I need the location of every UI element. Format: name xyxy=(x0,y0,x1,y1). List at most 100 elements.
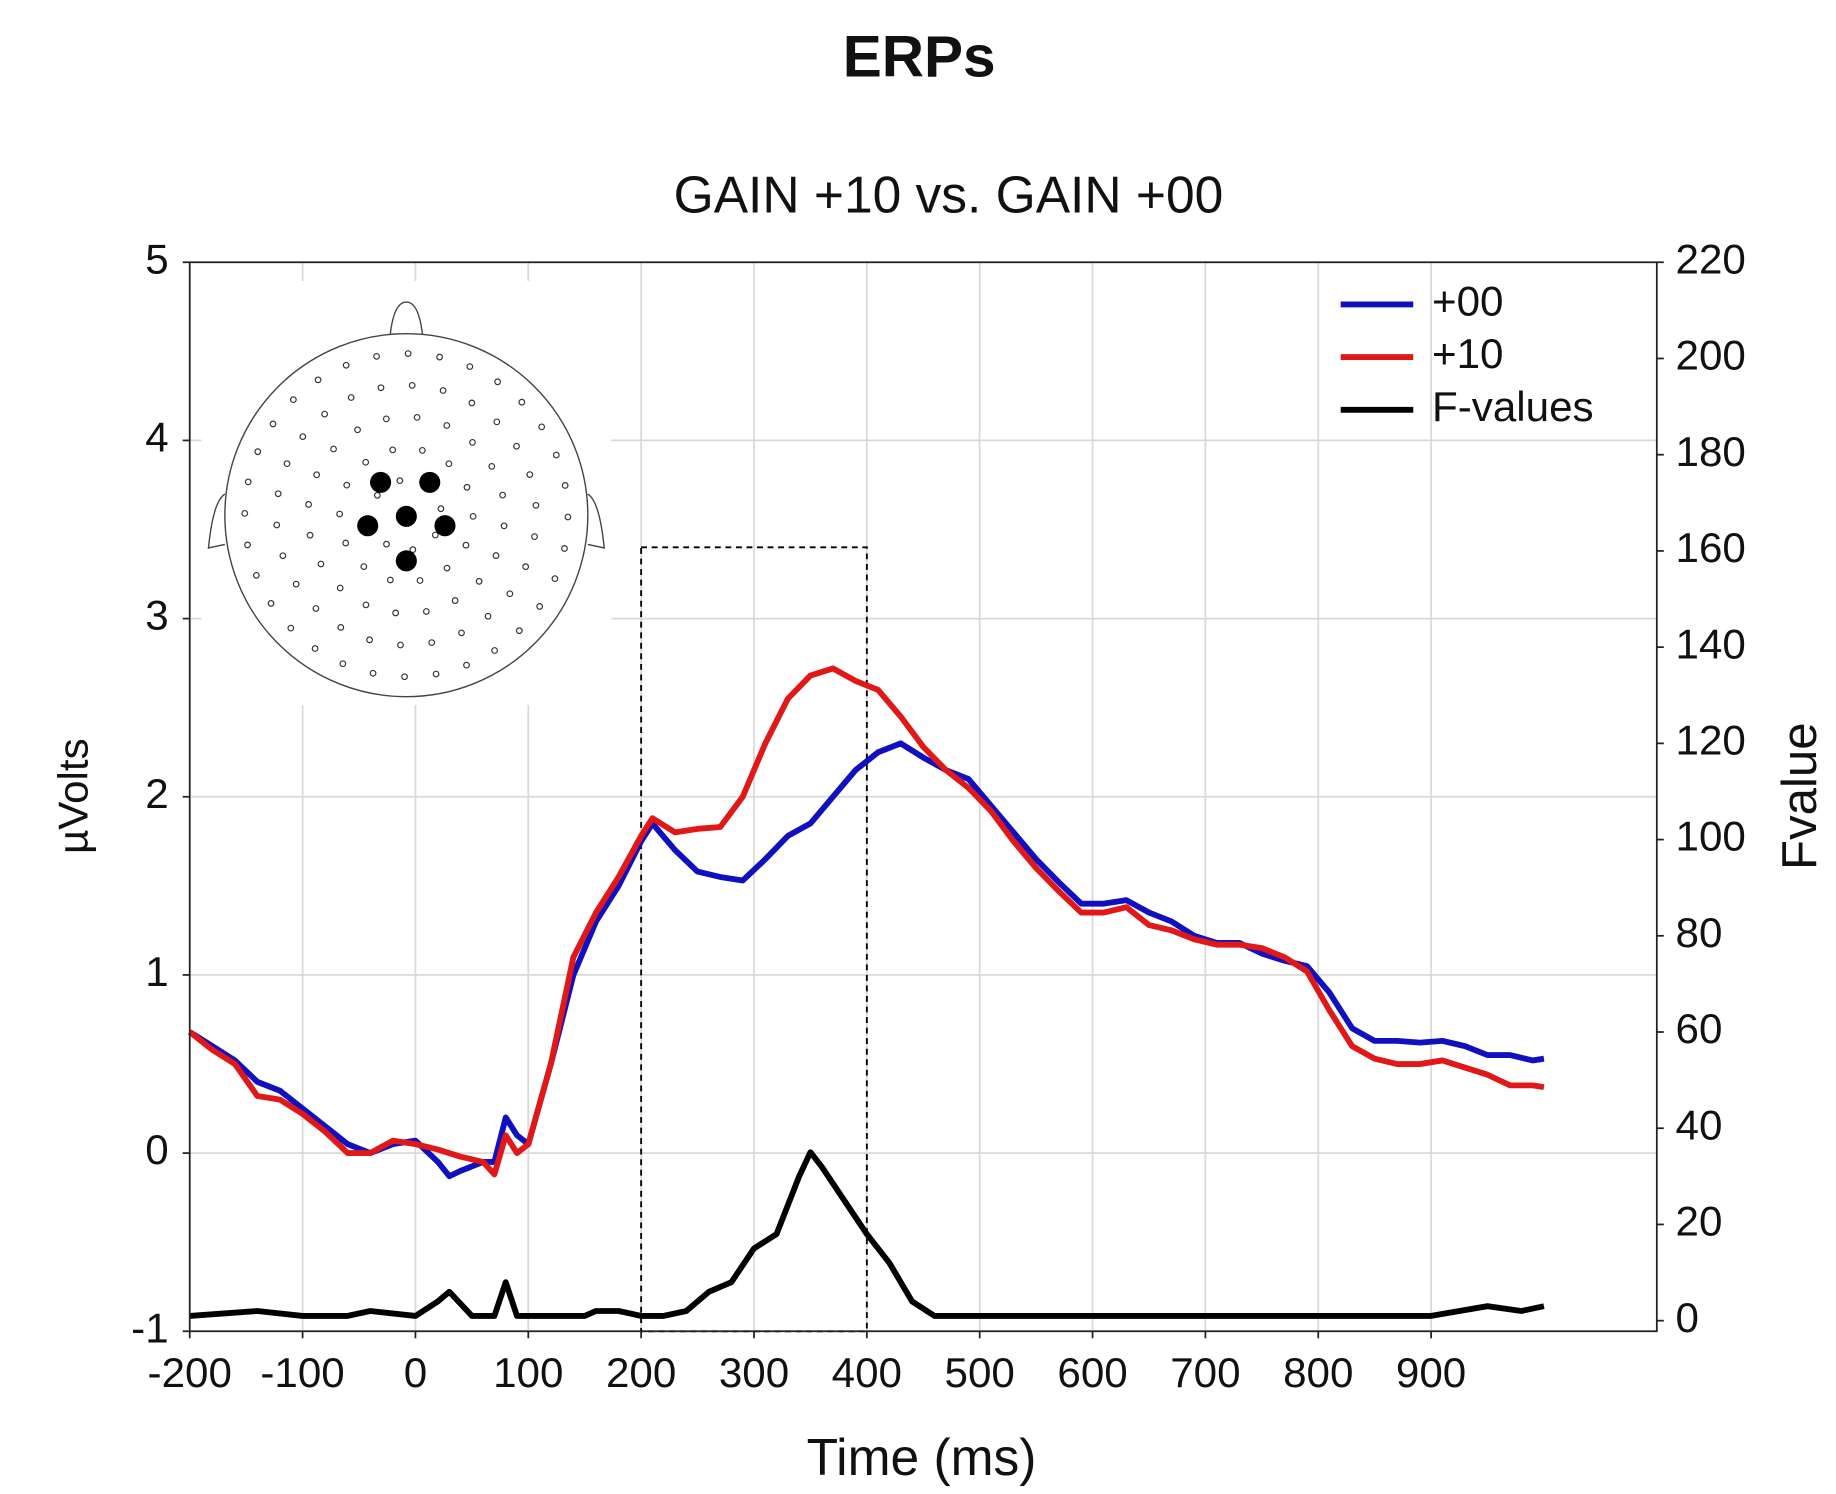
y-tick-label: 4 xyxy=(145,414,168,461)
electrode xyxy=(306,531,314,539)
electrode xyxy=(283,460,291,468)
y-tick-label: 2 xyxy=(145,770,168,817)
electrode xyxy=(475,577,483,585)
electrode xyxy=(518,398,526,406)
electrode xyxy=(522,563,530,571)
electrode xyxy=(342,539,350,547)
electrode xyxy=(494,378,501,386)
electrode xyxy=(431,531,439,539)
y2-axis-label: Fvalue xyxy=(1772,722,1827,870)
electrode xyxy=(463,661,470,669)
electrode xyxy=(500,522,508,530)
electrode xyxy=(409,546,417,554)
electrode xyxy=(469,438,476,446)
electrode xyxy=(499,491,507,499)
y2-tick-label: 100 xyxy=(1676,813,1746,860)
electrode xyxy=(392,609,400,617)
x-tick-label: 0 xyxy=(404,1349,427,1396)
electrode xyxy=(383,540,390,548)
electrode xyxy=(443,422,451,429)
electrode xyxy=(493,418,501,426)
y2-tick-label: 20 xyxy=(1676,1198,1723,1245)
electrode xyxy=(254,448,262,456)
plot-frame xyxy=(188,261,1658,1333)
y2-tick-label: 160 xyxy=(1676,524,1746,571)
x-tick-label: 700 xyxy=(1170,1349,1240,1396)
electrode xyxy=(532,501,540,509)
electrodes xyxy=(241,350,572,681)
electrode xyxy=(330,445,337,453)
electrode xyxy=(488,462,496,470)
electrode xyxy=(469,512,477,520)
y2-tick-label: 40 xyxy=(1676,1101,1723,1148)
electrode xyxy=(279,552,287,560)
y2-tick-label: 0 xyxy=(1676,1294,1699,1341)
electrode xyxy=(292,580,300,588)
x-tick-label: 500 xyxy=(945,1349,1015,1396)
electrode xyxy=(491,647,499,654)
electrode xyxy=(526,471,534,479)
x-tick-label: -100 xyxy=(260,1349,344,1396)
electrode xyxy=(241,509,249,517)
x-tick-label: 600 xyxy=(1057,1349,1127,1396)
x-tick-label: 200 xyxy=(606,1349,676,1396)
plot: -200 -100 0 100 200 300 400 500 600 700 800 900-101… xyxy=(131,235,1746,1395)
electrode xyxy=(552,451,560,459)
nose xyxy=(389,301,424,338)
electrode xyxy=(536,603,544,610)
electrode xyxy=(463,483,471,491)
electrode xyxy=(289,396,297,404)
electrode xyxy=(244,478,252,486)
electrode xyxy=(439,387,447,394)
electrode xyxy=(418,446,426,454)
y2-tick-label: 120 xyxy=(1676,717,1746,764)
electrode xyxy=(339,660,347,668)
electrode xyxy=(397,641,404,649)
electrode xyxy=(432,670,440,678)
electrode xyxy=(462,541,470,549)
x-tick-label: 300 xyxy=(719,1349,789,1396)
head-inset xyxy=(201,281,612,705)
electrode xyxy=(437,505,445,513)
y2-tick-label: 200 xyxy=(1676,332,1746,379)
electrode xyxy=(373,352,380,360)
x-tick-label: 100 xyxy=(493,1349,563,1396)
electrode xyxy=(377,384,385,392)
electrode xyxy=(362,601,370,609)
x-tick-label: 800 xyxy=(1283,1349,1353,1396)
selected-electrode xyxy=(370,471,392,493)
series-line xyxy=(189,1149,1545,1319)
electrode xyxy=(313,471,321,479)
electrode xyxy=(373,491,381,499)
y-tick-label: 5 xyxy=(145,235,168,282)
electrode xyxy=(274,490,282,498)
legend-label: +10 xyxy=(1432,330,1503,377)
y-tick-label: 1 xyxy=(145,948,168,995)
selected-electrode xyxy=(434,515,456,537)
selected-electrode xyxy=(395,505,417,527)
electrode xyxy=(305,501,312,508)
electrode xyxy=(269,420,277,428)
ear xyxy=(207,493,226,549)
electrode xyxy=(360,563,368,570)
electrode xyxy=(311,645,319,652)
electrode xyxy=(404,350,412,358)
electrode xyxy=(336,584,344,592)
electrode xyxy=(538,423,546,431)
electrode xyxy=(343,481,351,489)
electrode xyxy=(267,600,275,607)
x-axis-label: Time (ms) xyxy=(807,1428,1037,1486)
electrode xyxy=(416,577,424,584)
chart-subtitle: GAIN +10 vs. GAIN +00 xyxy=(674,166,1224,224)
y-tick-label: 0 xyxy=(145,1126,168,1173)
electrode xyxy=(347,394,355,401)
electrode xyxy=(515,627,523,635)
chart-title: ERPs xyxy=(843,24,996,89)
electrode xyxy=(312,605,320,612)
electrode xyxy=(445,460,453,468)
electrode xyxy=(561,545,568,552)
x-tick-label: -200 xyxy=(148,1349,232,1396)
x-tick-label: 400 xyxy=(832,1349,902,1396)
electrode xyxy=(468,399,476,407)
